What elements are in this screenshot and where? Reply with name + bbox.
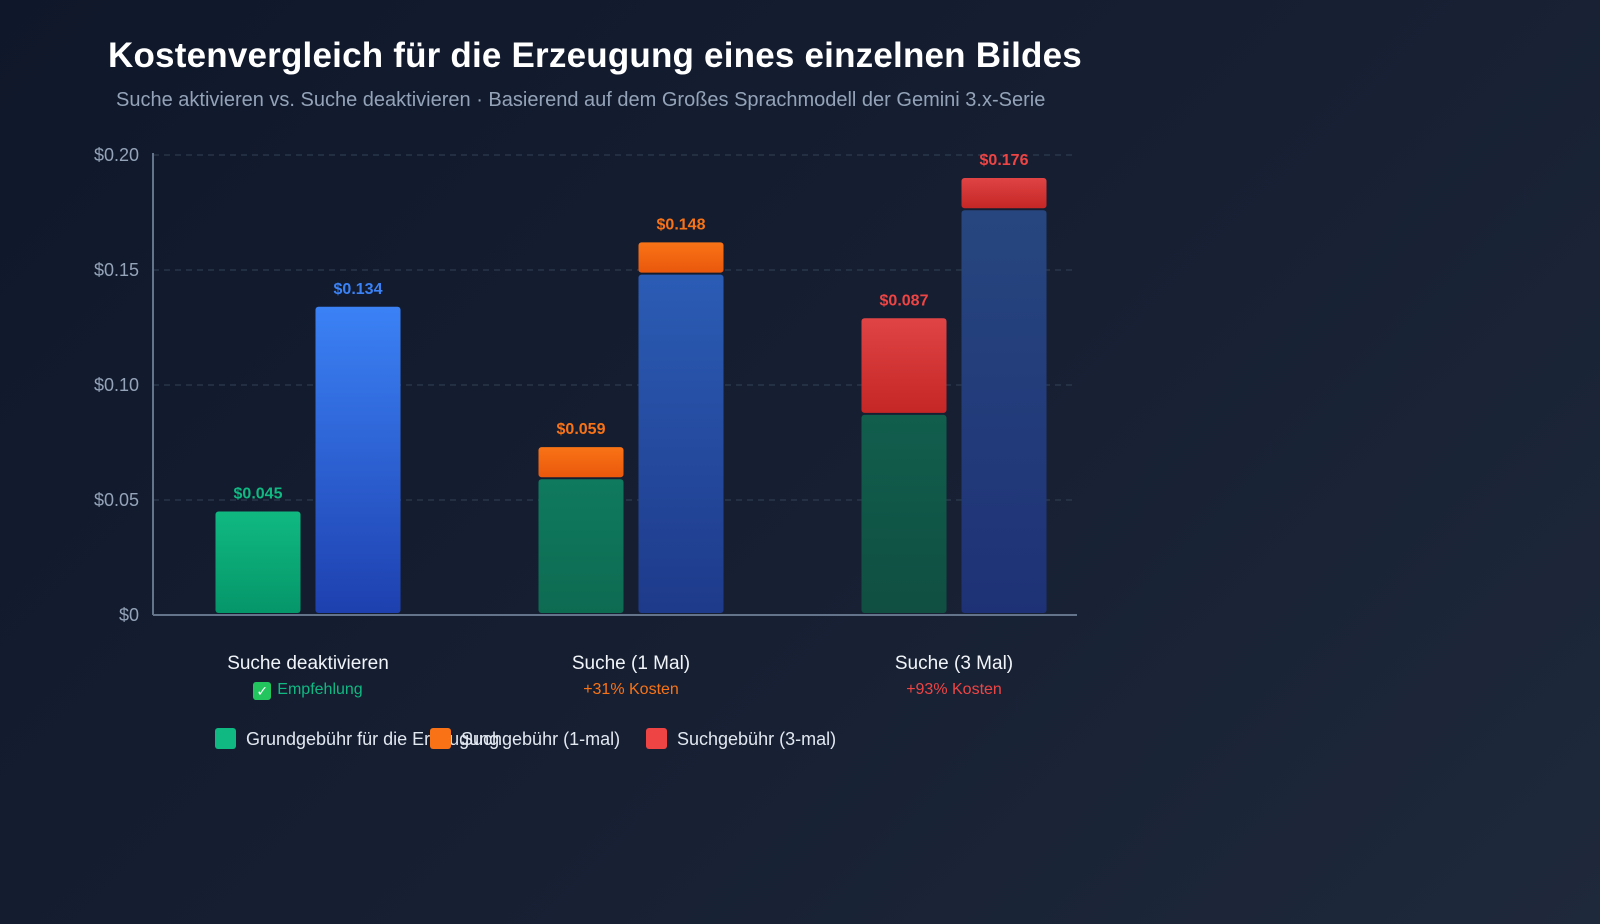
y-tick-label: $0.10 bbox=[94, 375, 139, 395]
category-label: Suche deaktivieren ✓ Empfehlung bbox=[178, 653, 438, 700]
legend-swatch-search1 bbox=[430, 728, 451, 749]
category-label: Suche (1 Mal) +31% Kosten bbox=[501, 653, 761, 699]
bar-segment-base bbox=[538, 479, 624, 613]
chart-subtitle: Suche aktivieren vs. Suche deaktivieren … bbox=[116, 89, 1046, 111]
y-tick-label: $0 bbox=[119, 605, 139, 625]
category-note-text: +93% Kosten bbox=[906, 681, 1002, 698]
category-name: Suche (1 Mal) bbox=[571, 653, 691, 674]
y-tick-label: $0.20 bbox=[94, 145, 139, 165]
check-mark-icon: ✓ bbox=[253, 682, 272, 700]
bar-segment-blue bbox=[638, 274, 724, 613]
bar-value-label: $0.176 bbox=[980, 152, 1029, 169]
y-tick-label: $0.15 bbox=[94, 260, 139, 280]
bar-value-label: $0.087 bbox=[880, 292, 929, 309]
bar-segment-blue bbox=[315, 306, 401, 613]
category-note: +31% Kosten bbox=[501, 681, 761, 699]
category-name: Suche deaktivieren bbox=[227, 653, 389, 674]
chart-title: Kostenvergleich für die Erzeugung eines … bbox=[108, 36, 1082, 75]
bar-segment-search1 bbox=[538, 447, 624, 478]
bar-segment-base bbox=[215, 511, 301, 613]
category-note: ✓ Empfehlung bbox=[178, 681, 438, 700]
bar-segment-search3 bbox=[961, 178, 1047, 209]
bar-value-label: $0.148 bbox=[657, 216, 706, 233]
category-note-text: +31% Kosten bbox=[583, 681, 679, 698]
legend-label-search3: Suchgebühr (3-mal) bbox=[677, 729, 837, 749]
y-tick-label: $0.05 bbox=[94, 490, 139, 510]
legend-swatch-search3 bbox=[646, 728, 667, 749]
bars bbox=[215, 178, 1047, 613]
bar-value-label: $0.059 bbox=[557, 421, 606, 438]
category-note-text: Empfehlung bbox=[277, 681, 363, 698]
bar-value-label: $0.045 bbox=[234, 486, 283, 503]
bar-value-label: $0.134 bbox=[334, 281, 383, 298]
category-label: Suche (3 Mal) +93% Kosten bbox=[824, 653, 1084, 699]
y-axis: $0 $0.05 $0.10 $0.15 $0.20 bbox=[94, 145, 1077, 625]
legend-swatch-base bbox=[215, 728, 236, 749]
bar-segment-search1 bbox=[638, 242, 724, 273]
category-note: +93% Kosten bbox=[824, 681, 1084, 699]
bar-labels: $0.045 $0.134 $0.059 $0.148 $0.087 $0.176 bbox=[234, 152, 1029, 503]
legend-label-search1: Suchgebühr (1-mal) bbox=[461, 729, 621, 749]
category-name: Suche (3 Mal) bbox=[894, 653, 1014, 674]
bar-segment-base bbox=[861, 414, 947, 613]
bar-segment-search3 bbox=[861, 318, 947, 413]
bar-segment-blue bbox=[961, 210, 1047, 613]
